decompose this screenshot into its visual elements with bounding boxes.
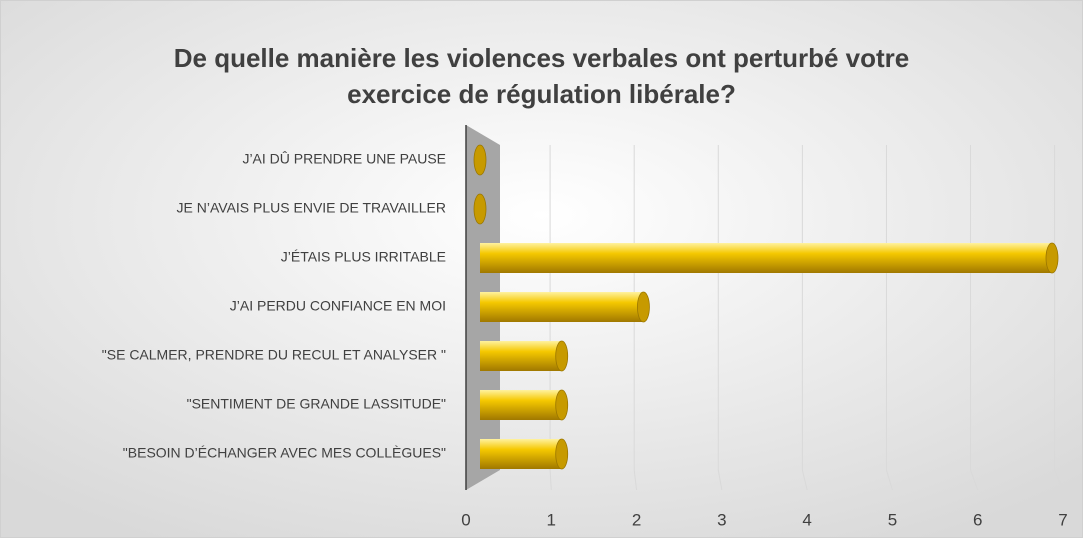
x-tick-label: 7 (1058, 510, 1067, 529)
x-tick-label: 5 (888, 510, 897, 529)
bar-cap (555, 438, 569, 470)
chart-title: De quelle manière les violences verbales… (173, 43, 910, 109)
x-tick-label: 1 (547, 510, 556, 529)
bar-cap (1045, 242, 1059, 274)
x-tick-label: 4 (802, 510, 811, 529)
bar-cap (555, 340, 569, 372)
bar-body (480, 292, 644, 322)
bar-cap (555, 389, 569, 421)
bar-cap (473, 144, 487, 176)
category-label: J’AI PERDU CONFIANCE EN MOI (230, 298, 446, 314)
bar-cap (637, 291, 650, 323)
category-label: J’ÉTAIS PLUS IRRITABLE (281, 249, 446, 265)
bar (480, 291, 650, 323)
bar (480, 340, 569, 372)
x-tick-label: 2 (632, 510, 641, 529)
bar-body (480, 243, 1052, 273)
bar-cap (473, 193, 487, 225)
bar (473, 193, 487, 225)
x-tick-label: 3 (717, 510, 726, 529)
bar-body (480, 390, 562, 420)
category-label: "BESOIN D’ÉCHANGER AVEC MES COLLÈGUES" (123, 445, 446, 461)
bar-body (480, 439, 562, 469)
category-label: "SE CALMER, PRENDRE DU RECUL ET ANALYSER… (102, 347, 446, 363)
bar (480, 389, 569, 421)
category-label: JE N’AVAIS PLUS ENVIE DE TRAVAILLER (177, 200, 446, 216)
category-label: J’AI DÛ PRENDRE UNE PAUSE (242, 151, 446, 167)
x-tick-label: 0 (461, 510, 470, 529)
bar-body (480, 341, 562, 371)
bar (473, 144, 487, 176)
category-label: "SENTIMENT DE GRANDE LASSITUDE" (187, 396, 446, 412)
bar (480, 438, 569, 470)
bar (480, 242, 1059, 274)
x-tick-label: 6 (973, 510, 982, 529)
